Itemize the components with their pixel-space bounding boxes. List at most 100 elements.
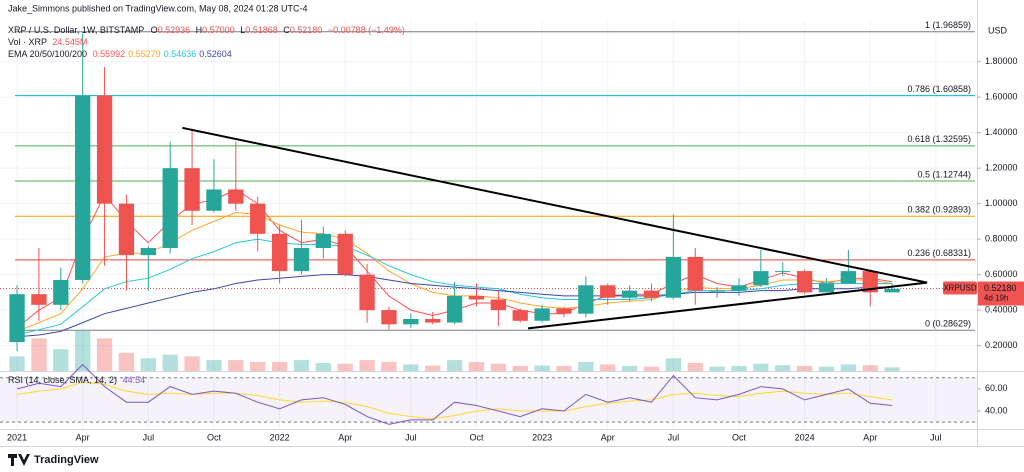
volume-bar bbox=[534, 365, 550, 371]
volume-bar bbox=[687, 363, 703, 371]
ema-value: 0.54636 bbox=[164, 49, 197, 59]
volume-bar bbox=[337, 363, 353, 371]
volume-title: Vol · XRP bbox=[8, 37, 47, 47]
candle-body bbox=[862, 271, 878, 293]
y-tick-label: 1.60000 bbox=[985, 92, 1018, 102]
footer-brand: TradingView bbox=[34, 454, 99, 466]
volume-bar bbox=[425, 365, 441, 371]
volume-header: Vol · XRP 24.545M bbox=[8, 37, 87, 47]
candle-body bbox=[621, 290, 638, 298]
candle-body bbox=[96, 95, 113, 204]
top-layer: Jake_Simmons published on TradingView.co… bbox=[7, 3, 1024, 466]
candle-body bbox=[731, 285, 747, 291]
candle-body bbox=[9, 294, 25, 343]
candle-body bbox=[228, 189, 244, 204]
volume-bar bbox=[818, 366, 835, 371]
volume-bar bbox=[381, 361, 397, 371]
candle-body bbox=[315, 233, 331, 249]
x-tick-label: Apr bbox=[76, 432, 90, 442]
trendline bbox=[182, 126, 928, 284]
y-tick-label: 1.20000 bbox=[985, 163, 1018, 173]
rsi-line bbox=[16, 363, 893, 425]
candle-body bbox=[490, 299, 507, 311]
x-tick-label: Apr bbox=[601, 432, 615, 442]
volume-bar bbox=[293, 360, 310, 371]
x-tick-label: Oct bbox=[207, 432, 222, 442]
volume-bar bbox=[840, 364, 857, 371]
change: −0.00788 (−1.49%) bbox=[328, 25, 405, 35]
candle-body bbox=[359, 274, 375, 311]
volume-bar bbox=[731, 365, 747, 371]
candle-body bbox=[250, 203, 266, 234]
candle-body bbox=[818, 283, 835, 293]
rsi-band bbox=[0, 377, 977, 423]
author-line: Jake_Simmons published on TradingView.co… bbox=[8, 3, 308, 13]
volume-bar bbox=[162, 354, 178, 371]
volume-bar bbox=[578, 361, 594, 371]
currency: USD bbox=[988, 25, 1008, 35]
x-tick-label: Oct bbox=[732, 432, 747, 442]
x-tick-label: Oct bbox=[469, 432, 484, 442]
symbol: XRP / U.S. Dollar, 1W, BITSTAMP bbox=[8, 25, 144, 35]
volume-bar bbox=[709, 366, 725, 371]
volume-bar bbox=[206, 360, 222, 371]
ohlc-value: 0.57000 bbox=[202, 25, 235, 35]
rsi-tick-label: 60.00 bbox=[985, 383, 1008, 393]
price-badge bbox=[978, 281, 1024, 306]
candle-body bbox=[534, 308, 550, 321]
candle-body bbox=[206, 189, 222, 211]
ohlc-value: 0.51868 bbox=[245, 25, 278, 35]
volume-bar bbox=[512, 365, 528, 371]
candle-body bbox=[271, 233, 288, 272]
candle-body bbox=[796, 271, 813, 293]
volume-bar bbox=[796, 365, 813, 371]
candle-body bbox=[578, 285, 594, 314]
price-badge bbox=[943, 281, 977, 295]
ohlc-value: 0.52180 bbox=[290, 25, 323, 35]
y-tick-label: 0.20000 bbox=[985, 340, 1018, 350]
logo-icon bbox=[8, 454, 30, 466]
volume-bar bbox=[31, 338, 47, 371]
y-tick-label: 1.40000 bbox=[985, 127, 1018, 137]
candle-body bbox=[118, 203, 135, 256]
x-tick-label: 2024 bbox=[795, 432, 815, 442]
y-tick-label: 0.60000 bbox=[985, 269, 1018, 279]
x-tick-label: Jul bbox=[668, 432, 680, 442]
fib-label: 1 (1.96859) bbox=[925, 20, 971, 30]
candle-body bbox=[75, 95, 91, 280]
volume-bar bbox=[446, 360, 463, 371]
candle-body bbox=[840, 271, 857, 284]
countdown-label: 4d 19h bbox=[984, 294, 1008, 303]
ema-header: EMA 20/50/100/200 0.55992 0.55279 0.54636 0… bbox=[8, 49, 232, 59]
y-tick-label: 0.80000 bbox=[985, 234, 1018, 244]
ohlc-value: 0.52936 bbox=[158, 25, 191, 35]
volume-bar bbox=[359, 360, 375, 371]
ohlc-label: H bbox=[196, 25, 203, 35]
volume-bar bbox=[403, 364, 419, 371]
volume-bar bbox=[775, 365, 791, 371]
candle-body bbox=[512, 310, 528, 321]
ohlc-label: C bbox=[283, 25, 290, 35]
volume-bar bbox=[621, 365, 638, 371]
x-tick-label: 2021 bbox=[7, 432, 27, 442]
volume-bar bbox=[556, 365, 572, 371]
volume-bar bbox=[118, 352, 135, 371]
candle-body bbox=[600, 285, 616, 298]
x-tick-label: 2022 bbox=[270, 432, 290, 442]
main-layer bbox=[9, 33, 900, 425]
candle-body bbox=[381, 310, 397, 325]
trendline bbox=[527, 281, 928, 330]
candle-body bbox=[337, 233, 353, 275]
rsi-ma-line bbox=[17, 381, 893, 420]
candle-body bbox=[53, 279, 69, 305]
candle-body bbox=[293, 248, 310, 272]
volume-bar bbox=[643, 366, 660, 371]
candle-body bbox=[753, 271, 769, 286]
x-tick-label: 2023 bbox=[532, 432, 552, 442]
fib-label: 0.786 (1.60858) bbox=[907, 84, 971, 94]
volume-bar bbox=[96, 338, 113, 371]
volume-bar bbox=[75, 331, 91, 371]
x-tick-label: Jul bbox=[143, 432, 155, 442]
x-tick-label: Apr bbox=[863, 432, 877, 442]
fib-label: 0 (0.28629) bbox=[925, 319, 971, 329]
